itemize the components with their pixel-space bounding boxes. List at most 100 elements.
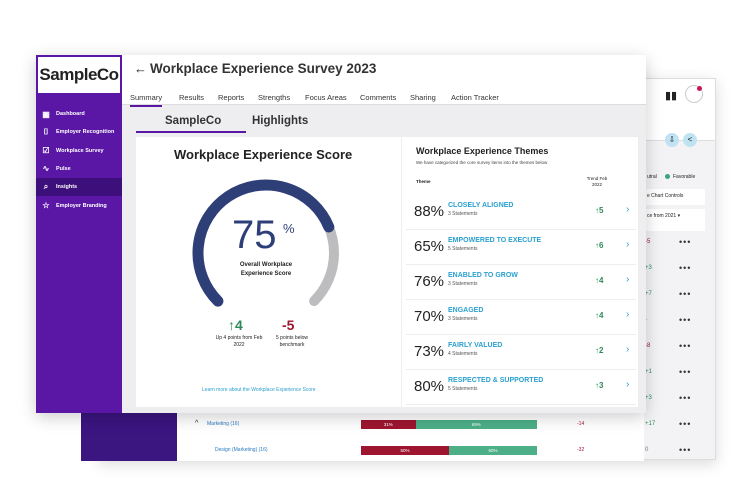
theme-name-link[interactable]: ENABLED TO GROW <box>448 272 518 279</box>
unfavorable-bar: 50% <box>361 446 449 455</box>
theme-row[interactable]: 80% RESPECTED & SUPPORTED 5 Statements ↑3 › <box>406 370 636 405</box>
change-value: -8 <box>645 343 651 349</box>
theme-percent: 88% <box>414 203 445 220</box>
sidebar: SampleCo ▦ Dashboard ⌷ Employer Recognition… <box>36 55 122 413</box>
theme-percent: 65% <box>414 238 445 255</box>
favorable-bar: 50% <box>449 446 537 455</box>
benchmark-value: -5 <box>282 317 295 333</box>
change-value: +1 <box>645 369 652 375</box>
score-unit: % <box>283 221 295 236</box>
results-table: ^ Marketing (16) 31% 69% -14 Design (Marketin… <box>99 407 644 461</box>
chevron-right-icon[interactable]: › <box>626 344 630 355</box>
theme-statements: 5 Statements <box>448 386 478 392</box>
delta-value: -14 <box>577 421 585 427</box>
score-title: Workplace Experience Score <box>174 147 353 162</box>
learn-more-link[interactable]: Learn more about the Workplace Experienc… <box>202 387 316 393</box>
chevron-right-icon[interactable]: › <box>626 379 630 390</box>
sidebar-item-label: Dashboard <box>56 111 85 117</box>
theme-statements: 5 Statements <box>448 246 478 252</box>
avatar[interactable] <box>685 85 703 103</box>
theme-percent: 70% <box>414 308 445 325</box>
more-options-icon[interactable]: ••• <box>679 341 692 351</box>
tab-summary[interactable]: Summary <box>130 93 163 107</box>
download-icon[interactable]: ⇩ <box>665 133 679 147</box>
theme-row[interactable]: 73% FAIRLY VALUED 4 Statements ↑2 › <box>406 335 636 370</box>
more-options-icon[interactable]: ••• <box>679 263 692 273</box>
tab-sharing[interactable]: Sharing <box>410 93 436 102</box>
trend-value: ↑4 <box>228 317 243 333</box>
sidebar-item-workplace-survey[interactable]: ☑ Workplace Survey <box>36 142 122 160</box>
building-icon[interactable]: ▮▮ <box>665 90 678 102</box>
subtab-indicator <box>136 131 246 133</box>
sidebar-item-label: Employer Branding <box>56 202 107 209</box>
theme-row[interactable]: 65% EMPOWERED TO EXECUTE 5 Statements ↑6 › <box>406 230 636 265</box>
change-value: 0 <box>645 447 649 453</box>
favorable-bar: 69% <box>415 420 537 429</box>
score-label: Overall Workplace Experience Score <box>239 262 293 277</box>
sidebar-item-dashboard[interactable]: ▦ Dashboard <box>36 105 122 123</box>
sidebar-item-label: Pulse <box>56 165 71 172</box>
theme-row[interactable]: 76% ENABLED TO GROW 3 Statements ↑4 › <box>406 265 636 300</box>
app-window: SampleCo ▦ Dashboard ⌷ Employer Recognition… <box>36 55 646 413</box>
change-value: +7 <box>645 291 652 297</box>
back-sidebar <box>81 409 177 461</box>
favorable-swatch <box>665 174 670 179</box>
tab-results[interactable]: Results <box>179 93 205 102</box>
more-options-icon[interactable]: ••• <box>679 367 692 377</box>
checklist-icon: ☑ <box>42 146 50 156</box>
chevron-right-icon[interactable]: › <box>626 274 630 285</box>
more-options-icon[interactable]: ••• <box>679 237 692 247</box>
back-arrow-icon[interactable]: ← <box>134 61 147 76</box>
tab-focus-areas[interactable]: Focus Areas <box>305 93 347 102</box>
theme-trend: ↑5 <box>595 206 604 215</box>
sidebar-item-employer-branding[interactable]: ☆ Employer Branding <box>36 197 122 215</box>
chevron-up-icon[interactable]: ^ <box>195 420 199 427</box>
dashboard-icon: ▦ <box>42 109 50 119</box>
theme-name-link[interactable]: CLOSELY ALIGNED <box>448 202 514 209</box>
star-icon: ☆ <box>42 201 50 210</box>
change-column-header[interactable]: ce from 2021 ▾ <box>645 209 705 231</box>
theme-percent: 76% <box>414 273 445 290</box>
group-link[interactable]: Marketing (16) <box>207 421 240 427</box>
tab-strengths[interactable]: Strengths <box>258 93 291 102</box>
share-icon[interactable]: < <box>683 133 697 147</box>
more-options-icon[interactable]: ••• <box>679 419 692 429</box>
change-value: +3 <box>645 265 652 271</box>
theme-statements: 3 Statements <box>448 316 478 322</box>
tab-action-tracker[interactable]: Action Tracker <box>451 93 499 102</box>
chevron-right-icon[interactable]: › <box>626 239 630 250</box>
theme-name-link[interactable]: FAIRLY VALUED <box>448 342 503 349</box>
change-value: +17 <box>645 421 656 427</box>
more-options-icon[interactable]: ••• <box>679 315 692 325</box>
chevron-right-icon[interactable]: › <box>626 204 630 215</box>
score-gauge <box>192 179 339 307</box>
theme-column-header: Theme <box>416 179 431 184</box>
tab-comments[interactable]: Comments <box>360 93 397 102</box>
sidebar-item-label: Insights <box>56 184 78 191</box>
subtab-highlights[interactable]: Highlights <box>252 115 309 127</box>
theme-row[interactable]: 70% ENGAGED 3 Statements ↑4 › <box>406 300 636 335</box>
trend-column-header: Trend Feb 2022 <box>586 176 608 187</box>
tab-reports[interactable]: Reports <box>218 93 245 102</box>
theme-trend: ↑4 <box>595 276 604 285</box>
chart-controls-button[interactable]: e Chart Controls <box>645 189 705 205</box>
chevron-right-icon[interactable]: › <box>626 309 630 320</box>
sidebar-item-employer-recognition[interactable]: ⌷ Employer Recognition <box>36 123 122 141</box>
change-value: -5 <box>645 239 651 245</box>
theme-row[interactable]: 88% CLOSELY ALIGNED 3 Statements ↑5 › <box>406 195 636 230</box>
group-link[interactable]: Design (Marketing) (16) <box>215 447 268 453</box>
theme-name-link[interactable]: EMPOWERED TO EXECUTE <box>448 237 542 244</box>
legend-neutral: utral <box>647 174 657 180</box>
more-options-icon[interactable]: ••• <box>679 393 692 403</box>
more-options-icon[interactable]: ••• <box>679 289 692 299</box>
theme-statements: 3 Statements <box>448 281 478 287</box>
legend-favorable: Favorable <box>673 174 696 180</box>
sidebar-item-insights[interactable]: ⌕ Insights <box>36 178 122 197</box>
theme-name-link[interactable]: RESPECTED & SUPPORTED <box>448 377 544 384</box>
sidebar-item-pulse[interactable]: ∿ Pulse <box>36 160 122 178</box>
theme-name-link[interactable]: ENGAGED <box>448 307 484 314</box>
theme-trend: ↑3 <box>595 381 604 390</box>
more-options-icon[interactable]: ••• <box>679 445 692 455</box>
subtab-sampleco[interactable]: SampleCo <box>165 115 222 127</box>
theme-trend: ↑4 <box>595 311 604 320</box>
